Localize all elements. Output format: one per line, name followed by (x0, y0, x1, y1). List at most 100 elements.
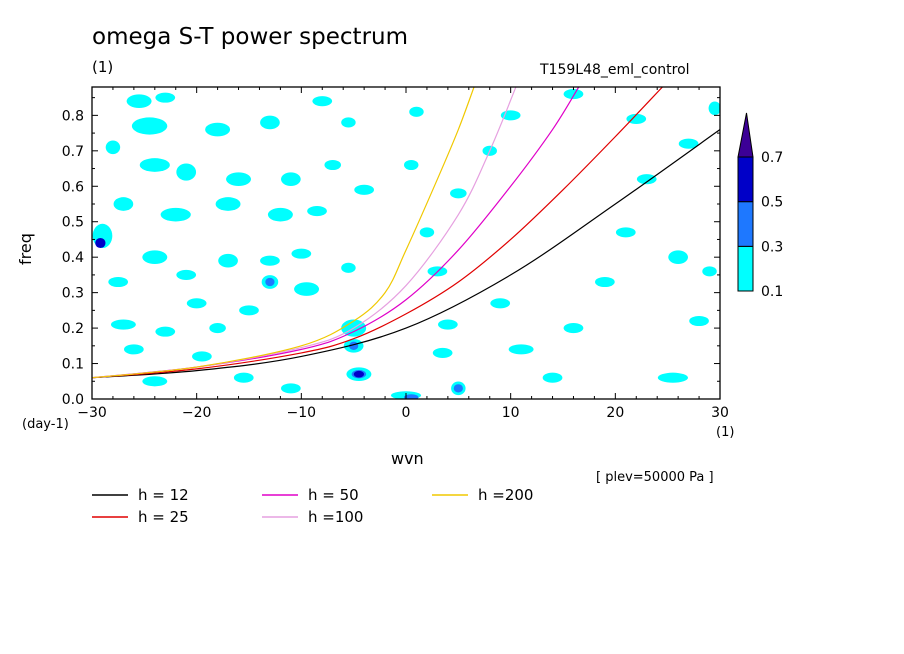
y-axis-units: (day-1) (22, 417, 69, 432)
contour-blob (281, 172, 301, 187)
contour-blob (615, 227, 636, 238)
legend-label-h25: h = 25 (138, 508, 189, 526)
contour-blob (307, 206, 327, 217)
contour-blob (139, 158, 170, 172)
contour-blob (542, 372, 563, 383)
x-tick-label: −20 (182, 405, 212, 421)
contour-blob (239, 305, 259, 316)
legend-label-h200: h =200 (478, 486, 533, 504)
colorbar-label: 0.1 (761, 284, 783, 300)
x-tick-label: −10 (287, 405, 317, 421)
x-tick-label: 0 (402, 405, 411, 421)
plot-frame (91, 86, 721, 400)
y-tick-label: 0.3 (62, 286, 84, 302)
x-tick-label: 10 (502, 405, 520, 421)
contour-blob (155, 326, 176, 337)
contour-blob (281, 383, 301, 394)
contour-blob (490, 298, 511, 309)
x-tick-label: 20 (606, 405, 624, 421)
y-tick-label: 0.4 (62, 250, 84, 266)
legend-label-h50: h = 50 (308, 486, 359, 504)
contour-fills (92, 89, 720, 399)
contour-blob (657, 372, 688, 383)
y-tick-label: 0.7 (62, 144, 84, 160)
dispersion-curve-h25 (92, 87, 663, 379)
contour-blob (508, 344, 534, 355)
y-tick-label: 0.5 (62, 215, 84, 231)
contour-blob (113, 197, 134, 211)
dispersion-curve-h12 (92, 129, 720, 379)
contour-blob (265, 277, 275, 287)
contour-blob (708, 101, 720, 116)
y-tick-label: 0.8 (62, 108, 84, 124)
colorbar-segment (737, 156, 754, 203)
contour-blob (131, 117, 168, 135)
axes: −30 −20 −10 0 10 20 30 0.0 0.1 0.2 0.3 0.4 0.5 0.6 0.7… (62, 87, 729, 421)
contour-blob (438, 319, 458, 330)
contour-blob (353, 370, 365, 378)
contour-blob (126, 94, 152, 108)
contour-blob (341, 117, 356, 128)
contour-blob (563, 89, 584, 100)
contour-blob (450, 188, 467, 199)
contour-blob (341, 262, 356, 273)
contour-blob (160, 207, 191, 222)
contour-blob (105, 140, 121, 155)
x-axis-units: (1) (716, 425, 735, 440)
legend-label-h12: h = 12 (138, 486, 189, 504)
contour-blob (95, 237, 106, 249)
contour-blob (636, 174, 657, 185)
x-tick-label: −30 (77, 405, 107, 421)
colorbar-label: 0.3 (761, 239, 783, 255)
contour-blob (563, 323, 584, 334)
contour-blob (108, 276, 129, 288)
contour-blob (668, 250, 688, 264)
y-tick-label: 0.6 (62, 179, 84, 195)
contour-blob (215, 197, 241, 211)
contour-blob (324, 159, 342, 171)
contour-blob (192, 351, 212, 362)
chart-title: omega S-T power spectrum (92, 24, 409, 50)
colorbar-label: 0.5 (761, 195, 783, 211)
contour-blob (409, 106, 424, 117)
contour-blob (432, 347, 453, 358)
contour-blob (595, 276, 615, 288)
contour-blob (209, 323, 226, 334)
title-units: (1) (92, 58, 114, 76)
contour-blob (110, 319, 136, 330)
contour-blob (205, 122, 231, 137)
x-axis-label: wvn (391, 449, 424, 468)
contour-blob (124, 344, 144, 355)
colorbar-segment (737, 201, 754, 247)
contour-blob (260, 255, 280, 266)
contour-blob (294, 282, 320, 296)
contour-blob (404, 159, 419, 171)
contour-blob (176, 269, 197, 280)
contour-blob (155, 92, 176, 103)
contour-blob (702, 266, 717, 277)
contour-blob (218, 253, 238, 268)
run-label: T159L48_eml_control (540, 62, 690, 78)
x-tick-label: 30 (711, 405, 729, 421)
colorbar-label: 0.7 (761, 150, 783, 166)
contour-blob (142, 376, 168, 387)
contour-blob (233, 372, 254, 383)
contour-blob (678, 138, 699, 149)
contour-blob (291, 248, 312, 259)
contour-blob (453, 384, 463, 393)
colorbar-extend-triangle (737, 112, 754, 158)
contour-blob (312, 96, 333, 107)
contour-blob (419, 227, 435, 238)
y-tick-label: 0.1 (62, 357, 84, 373)
y-tick-label: 0.2 (62, 321, 84, 337)
pressure-level-label: [ plev=50000 Pa ] (596, 470, 714, 485)
contour-blob (267, 207, 293, 222)
contour-blob (626, 113, 647, 124)
dispersion-curve-h200 (92, 87, 475, 379)
y-tick-label: 0.0 (62, 392, 84, 408)
legend-label-h100: h =100 (308, 508, 363, 526)
contour-blob (404, 394, 419, 399)
colorbar: 0.1 0.3 0.5 0.7 (737, 112, 783, 300)
